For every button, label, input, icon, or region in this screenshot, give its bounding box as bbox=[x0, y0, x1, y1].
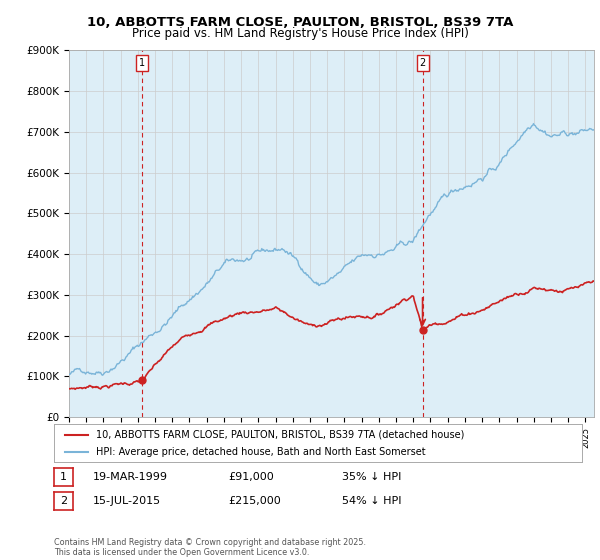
Text: 15-JUL-2015: 15-JUL-2015 bbox=[93, 496, 161, 506]
Text: 2: 2 bbox=[60, 496, 67, 506]
Text: 1: 1 bbox=[60, 472, 67, 482]
Text: £215,000: £215,000 bbox=[228, 496, 281, 506]
Text: Contains HM Land Registry data © Crown copyright and database right 2025.
This d: Contains HM Land Registry data © Crown c… bbox=[54, 538, 366, 557]
Text: 1: 1 bbox=[139, 58, 145, 68]
Text: 2: 2 bbox=[419, 58, 425, 68]
Text: 35% ↓ HPI: 35% ↓ HPI bbox=[342, 472, 401, 482]
Text: HPI: Average price, detached house, Bath and North East Somerset: HPI: Average price, detached house, Bath… bbox=[96, 447, 426, 458]
Text: 54% ↓ HPI: 54% ↓ HPI bbox=[342, 496, 401, 506]
Text: 10, ABBOTTS FARM CLOSE, PAULTON, BRISTOL, BS39 7TA (detached house): 10, ABBOTTS FARM CLOSE, PAULTON, BRISTOL… bbox=[96, 430, 464, 440]
Text: 10, ABBOTTS FARM CLOSE, PAULTON, BRISTOL, BS39 7TA: 10, ABBOTTS FARM CLOSE, PAULTON, BRISTOL… bbox=[87, 16, 513, 29]
Text: £91,000: £91,000 bbox=[228, 472, 274, 482]
Text: 19-MAR-1999: 19-MAR-1999 bbox=[93, 472, 168, 482]
Text: Price paid vs. HM Land Registry's House Price Index (HPI): Price paid vs. HM Land Registry's House … bbox=[131, 27, 469, 40]
